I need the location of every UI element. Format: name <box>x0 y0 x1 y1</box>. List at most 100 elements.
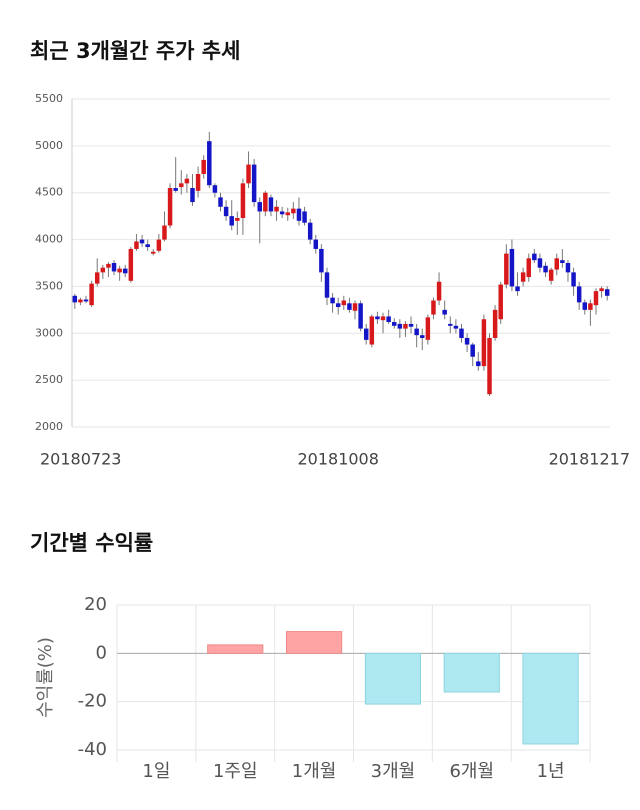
candle-body <box>576 286 582 303</box>
x-tick-label: 1주일 <box>213 761 258 782</box>
candle-body <box>167 188 173 226</box>
candle-body <box>184 178 190 184</box>
y-tick-label: 2000 <box>35 420 63 433</box>
candle-body <box>89 283 94 306</box>
y-tick-label: 0 <box>96 642 107 663</box>
candle-body <box>296 208 302 221</box>
candle-body <box>302 211 307 223</box>
candle-body <box>498 284 503 320</box>
candle-body <box>257 202 262 212</box>
candle-body <box>151 251 156 254</box>
chart-title: 기간별 수익률 <box>30 531 153 555</box>
candle-body <box>122 268 128 274</box>
candle-body <box>554 258 560 270</box>
candle-body <box>235 218 240 221</box>
candle-body <box>604 289 610 296</box>
candle-body <box>313 239 319 249</box>
candle-body <box>515 286 520 292</box>
candle-body <box>173 188 178 191</box>
candle-body <box>442 309 447 315</box>
candle-body <box>363 328 369 340</box>
candle-body <box>431 300 436 315</box>
y-tick-label: 3500 <box>35 279 63 292</box>
candle-body <box>386 316 391 323</box>
x-tick-label: 6개월 <box>449 761 494 782</box>
candle-body <box>139 239 145 244</box>
candle-body <box>599 288 604 292</box>
y-tick-label: 4000 <box>35 233 63 246</box>
candle-body <box>212 185 218 193</box>
candle-body <box>369 316 375 345</box>
candle-body <box>420 335 425 338</box>
candle-body <box>251 164 257 203</box>
candle-body <box>100 267 106 273</box>
candle-body <box>218 197 223 207</box>
bar <box>285 631 343 654</box>
candle-body <box>179 183 184 188</box>
candle-body <box>375 316 380 320</box>
y-tick-label: 20 <box>84 594 107 615</box>
candle-body <box>436 281 442 301</box>
candle-body <box>128 248 134 281</box>
candle-body <box>425 317 431 340</box>
candle-body <box>274 206 279 212</box>
candle-body <box>324 272 330 298</box>
candle-body <box>229 216 234 226</box>
candle-body <box>335 303 341 308</box>
candle-body <box>330 297 335 304</box>
candle-body <box>481 319 487 367</box>
candle-body <box>593 291 599 306</box>
candle-body <box>279 211 285 215</box>
candle-body <box>582 302 588 310</box>
y-axis-label: 수익률(%) <box>35 637 56 718</box>
chart-title: 최근 3개월간 주가 추세 <box>30 39 240 63</box>
candle-body <box>509 248 515 287</box>
candle-body <box>201 159 206 174</box>
candle-body <box>543 265 548 273</box>
candle-body <box>207 141 212 186</box>
candle-body <box>285 212 291 216</box>
candle-body <box>464 337 470 345</box>
y-tick-label: 3000 <box>35 326 63 339</box>
bar <box>522 652 579 745</box>
candle-body <box>106 263 111 268</box>
candle-body <box>319 248 324 273</box>
candle-body <box>268 197 274 212</box>
candle-body <box>347 303 352 310</box>
candle-body <box>476 361 481 367</box>
candle-body <box>548 269 554 281</box>
candle-body <box>391 322 397 326</box>
candle-body <box>117 268 122 273</box>
candle-body <box>487 337 492 395</box>
y-tick-label: 4500 <box>35 186 63 199</box>
candle-body <box>263 192 268 212</box>
candle-body <box>156 239 162 251</box>
candle-body <box>565 263 571 273</box>
candle-body <box>571 272 576 287</box>
candle-body <box>380 316 386 321</box>
candle-body <box>588 303 593 310</box>
candle-body <box>459 328 464 338</box>
x-tick-label: 20180723 <box>40 450 121 469</box>
candle-body <box>94 272 100 284</box>
candle-body <box>78 299 83 303</box>
x-tick-label: 3개월 <box>371 761 416 782</box>
candle-body <box>162 225 167 240</box>
candle-body <box>560 260 565 263</box>
y-tick-label: 5000 <box>35 139 63 152</box>
candle-body <box>504 253 509 285</box>
x-tick-label: 20181217 <box>549 450 630 469</box>
candle-body <box>408 323 414 327</box>
candle-body <box>195 173 201 191</box>
candle-body <box>145 244 150 248</box>
candle-body <box>532 253 537 261</box>
candle-body <box>307 222 313 240</box>
candle-body <box>358 303 363 329</box>
x-tick-label: 1일 <box>142 761 170 782</box>
y-tick-label: 5500 <box>35 92 63 105</box>
candle-body <box>72 295 78 303</box>
candle-body <box>537 258 543 268</box>
candle-body <box>526 258 531 278</box>
candle-body <box>246 164 251 184</box>
